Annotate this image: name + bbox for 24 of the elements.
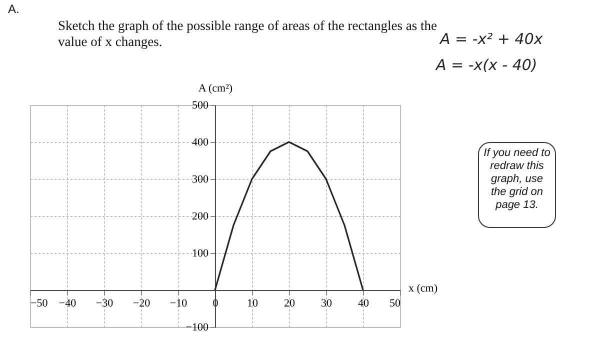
line-series xyxy=(214,141,364,291)
x-tick-label: −40 xyxy=(58,298,77,310)
y-axis-title: A (cm²) xyxy=(198,82,233,94)
x-tick-label: 30 xyxy=(321,298,332,310)
text: A = -x(x - 40) xyxy=(436,56,538,74)
x-tick-label: 10 xyxy=(247,298,258,310)
chart-title: Sketch the graph of the possible range of areas of the rectangles as the value of x changes. xyxy=(58,18,437,49)
text: A. xyxy=(8,2,20,16)
text: If you need to redraw this graph, use the grid on page 13. xyxy=(482,147,552,212)
x-tick-label: 20 xyxy=(284,298,296,310)
text: A = -x² + 40x xyxy=(440,30,543,48)
x-tick-label: 40 xyxy=(358,298,370,310)
y-tick-label: 500 xyxy=(192,100,209,112)
y-tick-label: 300 xyxy=(192,174,209,186)
x-tick-label: 50 xyxy=(390,298,401,310)
y-tick-label: −100 xyxy=(186,322,209,334)
y-tick-label: 100 xyxy=(192,248,209,260)
x-tick-label: −20 xyxy=(132,298,151,310)
x-tick-label: −50 xyxy=(30,298,48,310)
x-axis-title: x (cm) xyxy=(408,282,438,294)
y-tick-label: 400 xyxy=(192,136,209,148)
y-tick-label: 200 xyxy=(192,210,209,222)
x-tick-label: −10 xyxy=(170,298,188,310)
x-tick-label: −30 xyxy=(96,298,114,310)
